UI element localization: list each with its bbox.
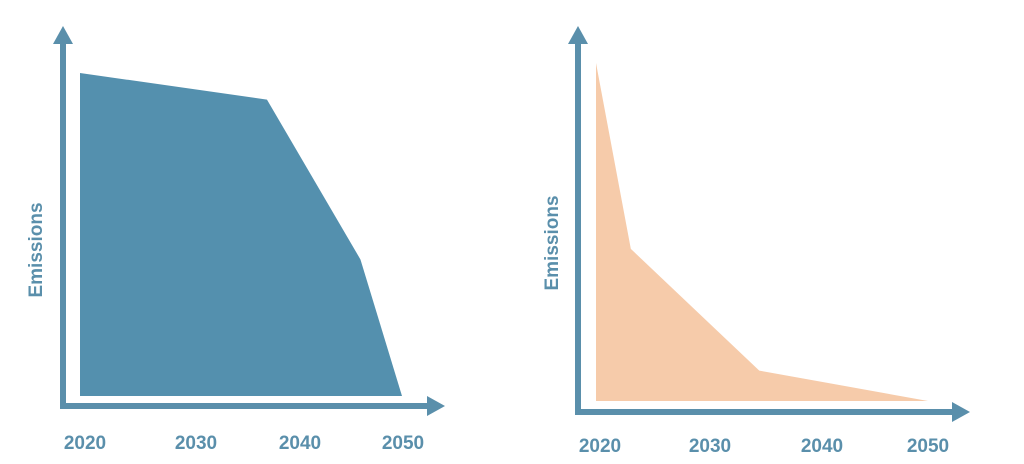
x-axis-arrow [427, 396, 445, 416]
y-axis-label: Emissions [26, 202, 47, 297]
emissions-area [80, 72, 402, 397]
x-tick-label: 2050 [382, 433, 424, 454]
y-axis-label: Emissions [542, 195, 563, 290]
chart-left: Emissions 2020 2030 2040 2050 [26, 26, 445, 454]
x-tick-label: 2050 [907, 436, 949, 457]
chart-right: Emissions 2020 2030 2040 2050 [542, 26, 970, 457]
y-axis-arrow [568, 26, 588, 44]
y-axis-arrow [53, 26, 73, 44]
emissions-area [596, 63, 928, 401]
x-tick-label: 2030 [689, 436, 731, 457]
x-tick-label: 2040 [279, 433, 321, 454]
x-tick-label: 2020 [579, 436, 621, 457]
x-tick-label: 2040 [801, 436, 843, 457]
x-tick-label: 2030 [175, 433, 217, 454]
x-tick-label: 2020 [64, 433, 106, 454]
x-axis-arrow [952, 402, 970, 422]
